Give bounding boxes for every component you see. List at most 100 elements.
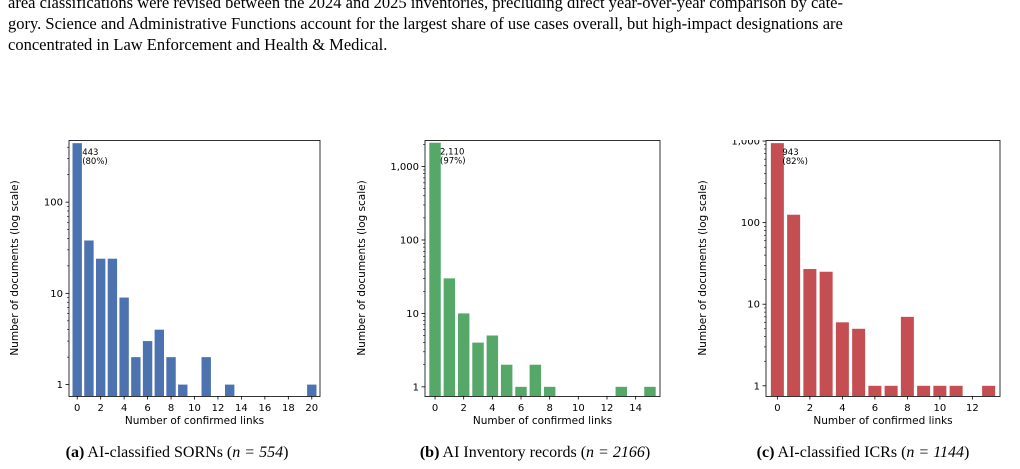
x-axis-label: Number of confirmed links: [813, 415, 952, 427]
x-tick-label: 14: [629, 403, 642, 414]
x-tick-label: 18: [282, 403, 295, 414]
plot-frame: [424, 140, 661, 397]
paragraph-line: concentrated in Law Enforcement and Heal…: [8, 35, 388, 54]
caption-close: ): [283, 444, 289, 461]
caption-label: (b): [419, 444, 440, 461]
x-tick-label: 10: [572, 403, 585, 414]
x-tick-label: 0: [432, 403, 438, 414]
bar: [457, 313, 470, 396]
y-axis-label: Number of documents (log scale): [697, 180, 709, 355]
bar: [307, 384, 317, 396]
y-axis-label: Number of documents (log scale): [9, 180, 21, 355]
x-tick-label: 10: [188, 403, 201, 414]
y-tick-label: 1: [57, 380, 63, 391]
y-tick-label: 1: [413, 382, 419, 393]
caption-text: AI Inventory records (: [442, 444, 587, 461]
bar: [644, 386, 656, 396]
x-tick-label: 12: [966, 403, 979, 414]
bar: [933, 385, 947, 396]
bar: [515, 386, 527, 396]
caption-math: n = 1144: [906, 444, 965, 461]
bar: [486, 335, 499, 396]
y-tick-label: 100: [741, 218, 760, 229]
bar: [429, 142, 441, 396]
x-tick-label: 4: [839, 403, 845, 414]
x-tick-label: 8: [904, 403, 910, 414]
y-tick-label: 1,000: [731, 140, 760, 148]
bar: [224, 384, 235, 396]
x-tick-label: 4: [121, 403, 127, 414]
bar: [178, 384, 188, 396]
caption-b: (b) AI Inventory records (n = 2166): [420, 444, 650, 462]
bar: [819, 271, 833, 396]
bar: [84, 240, 94, 396]
x-tick-label: 8: [168, 403, 174, 414]
x-tick-label: 12: [601, 403, 614, 414]
bar: [900, 316, 914, 396]
data-label-percent: (82%): [782, 157, 808, 167]
bar: [472, 342, 484, 396]
x-tick-label: 20: [305, 403, 318, 414]
bar: [803, 269, 817, 396]
plot-frame: [765, 140, 1001, 397]
y-tick-label: 10: [747, 300, 760, 311]
x-tick-label: 14: [235, 403, 248, 414]
bar: [884, 385, 898, 396]
caption-label: (a): [65, 444, 85, 461]
caption-c: (c) AI-classified ICRs (n = 1144): [757, 444, 970, 462]
caption-text: AI-classified SORNs (: [87, 444, 233, 461]
bar: [982, 385, 996, 396]
caption-a: (a) AI-classified SORNs (n = 554): [66, 444, 289, 462]
x-tick-label: 8: [546, 403, 552, 414]
bar: [868, 385, 882, 396]
bar: [852, 328, 866, 396]
x-tick-label: 0: [774, 403, 780, 414]
bar: [142, 341, 153, 396]
x-tick-label: 2: [97, 403, 103, 414]
body-paragraph: area classifications were revised betwee…: [8, 0, 1012, 55]
data-label-count: 943: [782, 148, 798, 158]
data-label-percent: (97%): [440, 157, 466, 167]
bar: [119, 297, 129, 396]
x-axis-label: Number of confirmed links: [473, 415, 612, 427]
caption-close: ): [964, 444, 970, 461]
bar: [95, 258, 106, 396]
x-tick-label: 16: [259, 403, 272, 414]
y-axis-label: Number of documents (log scale): [356, 180, 368, 355]
x-axis-label: Number of confirmed links: [125, 415, 264, 427]
x-tick-label: 10: [934, 403, 947, 414]
bar: [443, 278, 456, 396]
x-tick-label: 6: [872, 403, 878, 414]
paragraph-line: area classifications were revised betwee…: [8, 0, 843, 12]
caption-math: n = 554: [232, 444, 284, 461]
caption-text: AI-classified ICRs (: [777, 444, 907, 461]
x-tick-label: 4: [489, 403, 495, 414]
bar: [770, 143, 784, 396]
bar: [500, 364, 513, 396]
y-tick-label: 1,000: [390, 162, 419, 173]
bar: [72, 143, 82, 396]
x-tick-label: 12: [212, 403, 225, 414]
x-tick-label: 2: [807, 403, 813, 414]
y-tick-label: 10: [50, 289, 63, 300]
x-tick-label: 2: [461, 403, 467, 414]
y-tick-label: 10: [406, 309, 419, 320]
bar: [166, 357, 176, 396]
caption-math: n = 2166: [586, 444, 645, 461]
data-label-count: 443: [82, 148, 98, 158]
bar: [201, 357, 211, 396]
bar: [835, 322, 849, 396]
bar: [543, 386, 556, 396]
data-label-percent: (80%): [82, 157, 108, 167]
bar: [615, 386, 628, 396]
y-tick-label: 100: [400, 235, 419, 246]
x-tick-label: 6: [144, 403, 150, 414]
y-tick-label: 1: [754, 381, 760, 392]
bar: [787, 214, 801, 396]
bar: [529, 364, 542, 396]
bar: [154, 329, 165, 396]
x-tick-label: 0: [74, 403, 80, 414]
paragraph-line: gory. Science and Administrative Functio…: [8, 14, 843, 33]
bar: [131, 357, 141, 396]
chart-icrs: 0 2 4 6 8 10 12 1 10 100 1,000 Number of confirmed …: [697, 140, 1001, 427]
